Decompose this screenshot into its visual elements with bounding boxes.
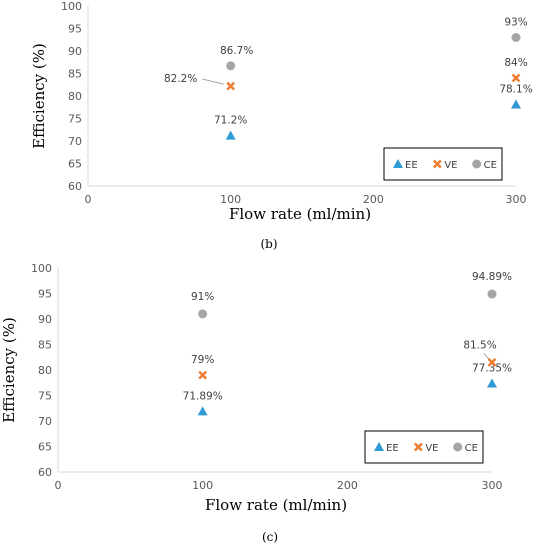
- ve-point-stroke-b: [487, 357, 497, 367]
- x-axis-title: Flow rate (ml/min): [229, 205, 371, 223]
- x-tick-label: 100: [220, 193, 241, 206]
- chart-panel-0: 60 65 70 75 80 85 90 95 100 0 100 200 300 Flow rate (…: [30, 0, 533, 251]
- ce-point: [511, 33, 521, 42]
- ve-point-stroke-b: [226, 81, 236, 91]
- ve-data-label: 81.5%: [463, 339, 496, 351]
- ce-point: [487, 289, 497, 299]
- legend-ce-marker: [453, 442, 463, 452]
- ce-point: [226, 61, 236, 71]
- ve-point: [487, 357, 497, 367]
- legend-ve-marker: [413, 442, 423, 452]
- legend-ve-label: VE: [425, 443, 438, 454]
- x-tick-label: 200: [363, 193, 384, 206]
- y-tick-label: 80: [38, 364, 52, 377]
- chart-panel-1: 60 65 70 75 80 85 90 95 100 0 100 200 300 Flow rate (…: [0, 262, 512, 544]
- y-tick-label: 65: [68, 158, 82, 171]
- y-tick-label: 90: [68, 45, 82, 58]
- x-tick-label: 200: [337, 479, 358, 492]
- ee-point: [511, 99, 521, 109]
- y-tick-label: 95: [38, 288, 52, 301]
- legend-ce-label: CE: [465, 443, 478, 454]
- ve-point: [198, 370, 208, 380]
- y-tick-label: 65: [38, 441, 52, 454]
- ee-data-label: 71.2%: [214, 115, 247, 127]
- ce-data-label: 94.89%: [472, 271, 512, 283]
- y-tick-label: 75: [38, 390, 52, 403]
- legend-ve-label: VE: [444, 160, 457, 171]
- y-tick-label: 90: [38, 313, 52, 326]
- x-tick-label: 0: [85, 193, 92, 206]
- figure-caption: (b): [260, 237, 277, 251]
- y-tick-label: 100: [31, 262, 52, 275]
- ee-data-label: 77.35%: [472, 363, 512, 375]
- ve-data-label: 82.2%: [164, 73, 197, 85]
- legend: EE VE CE: [364, 430, 484, 464]
- y-tick-label: 100: [61, 0, 82, 13]
- x-tick-label: 300: [506, 193, 527, 206]
- y-tick-label: 70: [68, 135, 82, 148]
- legend-ee-label: EE: [386, 443, 399, 454]
- ve-point-stroke-b: [198, 370, 208, 380]
- ee-point: [225, 130, 236, 140]
- ce-point: [198, 309, 208, 319]
- legend-ce-label: CE: [484, 160, 497, 171]
- data-label-leader-line: [202, 78, 224, 85]
- legend-ee-label: EE: [405, 160, 418, 171]
- x-tick-label: 0: [55, 479, 62, 492]
- legend-ve-marker-stroke-b: [432, 159, 442, 169]
- ve-data-label: 84%: [504, 57, 527, 69]
- ve-point: [226, 81, 236, 91]
- x-tick-label: 100: [192, 479, 213, 492]
- y-tick-label: 85: [38, 339, 52, 352]
- y-tick-label: 75: [68, 113, 82, 126]
- ce-data-label: 91%: [191, 291, 214, 303]
- legend-ee-marker: [393, 159, 403, 168]
- y-axis-title: Efficiency (%): [0, 317, 18, 423]
- ee-data-label: 71.89%: [183, 390, 223, 402]
- y-tick-label: 95: [68, 23, 82, 36]
- legend-box: [383, 147, 503, 181]
- legend-ve-marker-stroke-b: [413, 442, 423, 452]
- x-tick-label: 300: [482, 479, 503, 492]
- y-tick-label: 85: [68, 68, 82, 81]
- ee-point: [487, 378, 497, 388]
- y-axis-title: Efficiency (%): [30, 43, 48, 149]
- x-axis-title: Flow rate (ml/min): [205, 496, 347, 514]
- ce-data-label: 93%: [504, 17, 527, 29]
- y-tick-label: 60: [38, 466, 52, 479]
- ve-point-stroke-b: [511, 73, 521, 83]
- legend: EE VE CE: [383, 147, 503, 181]
- ee-point: [197, 406, 208, 416]
- legend-ee-marker: [374, 442, 384, 451]
- y-tick-label: 80: [68, 90, 82, 103]
- legend-ce-marker: [472, 159, 482, 169]
- ve-point: [511, 73, 521, 83]
- ve-data-label: 79%: [191, 354, 214, 366]
- y-tick-label: 60: [68, 180, 82, 193]
- y-tick-label: 70: [38, 415, 52, 428]
- figure-caption: (c): [262, 530, 278, 544]
- ce-data-label: 86.7%: [220, 45, 253, 57]
- data-label-leader-line: [483, 353, 490, 360]
- legend-box: [364, 430, 484, 464]
- legend-ve-marker: [432, 159, 442, 169]
- ee-data-label: 78.1%: [499, 84, 532, 96]
